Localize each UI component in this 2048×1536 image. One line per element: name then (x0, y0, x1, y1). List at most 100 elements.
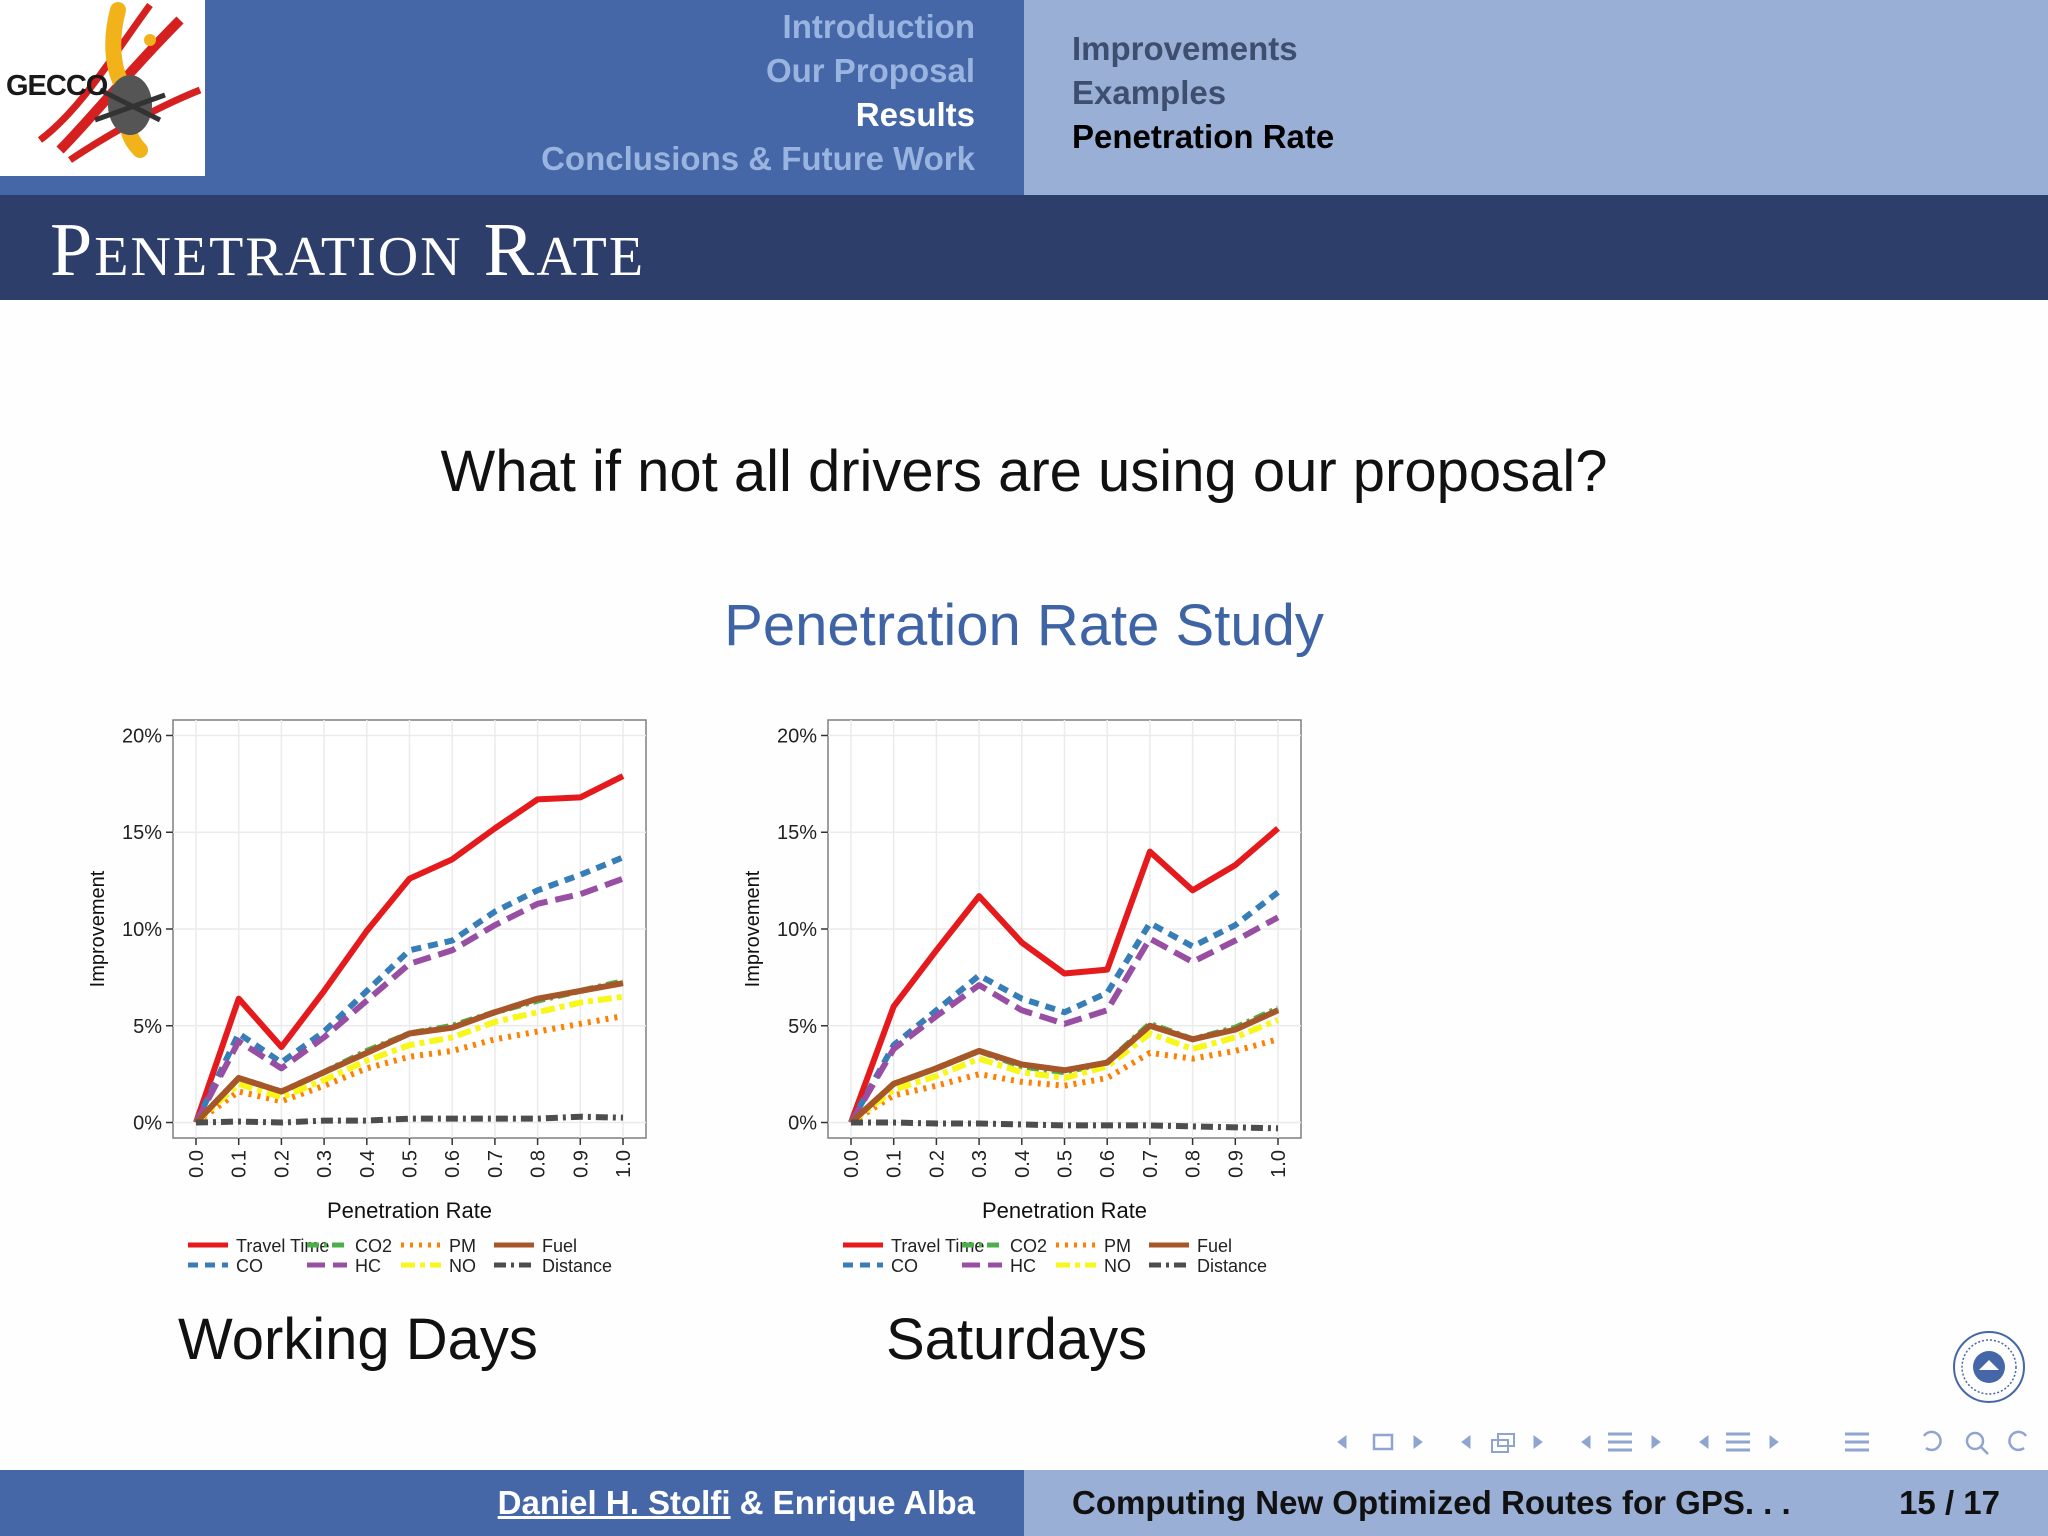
footer-author-link[interactable]: Daniel H. Stolfi (497, 1484, 731, 1521)
y-tick-label: 5% (133, 1016, 162, 1038)
legend-label: Travel Time (236, 1236, 329, 1256)
header-subsections-panel (1024, 0, 2048, 195)
university-seal-icon (1953, 1331, 2025, 1403)
legend-label: PM (449, 1236, 476, 1256)
title-rest-1: ENETRATION (94, 226, 463, 288)
beamer-navigation (1337, 1430, 2028, 1455)
y-axis-label: Improvement (742, 870, 764, 987)
legend-label: CO2 (1010, 1236, 1047, 1256)
x-tick-label: 0.1 (229, 1150, 251, 1178)
nav-section-our-proposal[interactable]: Our Proposal (765, 52, 975, 89)
nav-subsection-improvements[interactable]: Improvements (1072, 30, 1298, 67)
nav-subsection-examples[interactable]: Examples (1072, 74, 1227, 111)
x-tick-label: 0.5 (400, 1150, 422, 1178)
x-tick-label: 0.3 (969, 1150, 991, 1178)
gecco-logo-graphic (37, 2, 202, 163)
title-initial-r: R (483, 208, 537, 292)
series-line-co (848, 889, 1280, 1124)
legend-label: NO (449, 1256, 476, 1276)
x-tick-label: 0.2 (926, 1150, 948, 1178)
footer-page-number: 15 / 17 (1899, 1484, 2000, 1521)
y-tick-label: 10% (777, 919, 817, 941)
legend-label: HC (1010, 1256, 1036, 1276)
legend-label: Fuel (542, 1236, 577, 1256)
legend-label: CO2 (355, 1236, 392, 1256)
section-nav: Introduction Our Proposal Results Conclu… (0, 0, 975, 195)
footer-short-title: Computing New Optimized Routes for GPS. … (1072, 1484, 1791, 1521)
caption-working-days: Working Days (178, 1307, 538, 1372)
nav-document-controls[interactable] (1699, 1432, 1779, 1452)
y-tick-label: 5% (788, 1016, 817, 1038)
x-tick-label: 0.0 (186, 1150, 208, 1178)
y-tick-label: 15% (777, 822, 817, 844)
nav-search-icon[interactable] (1965, 1431, 1985, 1451)
nav-frame-controls[interactable] (1337, 1433, 1423, 1451)
series-line-distance (851, 1119, 1279, 1132)
series-line-co (193, 854, 625, 1124)
page-title: PENETRATION RATE (50, 208, 645, 299)
x-tick-label: 0.8 (528, 1150, 550, 1178)
x-tick-label: 1.0 (613, 1150, 635, 1178)
x-tick-label: 0.9 (570, 1150, 592, 1178)
x-tick-label: 0.7 (1140, 1150, 1162, 1178)
y-tick-label: 20% (122, 725, 162, 747)
legend-label: CO (891, 1256, 918, 1276)
x-tick-label: 0.6 (442, 1150, 464, 1178)
series-line-fuel (848, 1007, 1280, 1125)
x-tick-label: 0.4 (1012, 1150, 1034, 1178)
subsection-nav: Improvements Examples Penetration Rate (1072, 0, 1972, 195)
block-title: Penetration Rate Study (724, 593, 1324, 658)
x-tick-label: 0.3 (314, 1150, 336, 1178)
series-line-pm (194, 1013, 624, 1125)
y-tick-label: 0% (133, 1113, 162, 1135)
series-line-no (193, 993, 624, 1125)
x-tick-label: 0.4 (357, 1150, 379, 1178)
legend-label: CO (236, 1256, 263, 1276)
nav-subsection-controls[interactable] (1461, 1433, 1543, 1453)
nav-subsection-penetration-rate[interactable]: Penetration Rate (1072, 118, 1335, 155)
footer-title-panel (1024, 1470, 2048, 1536)
y-tick-label: 20% (777, 725, 817, 747)
chart-saturdays: 0% 5% 10% 15% 20% 0.0 0.1 0.2 0.3 0.4 0.5 0.6 0.7 0.8… (742, 719, 1302, 1276)
series-line-fuel (193, 980, 624, 1125)
x-axis-label: Penetration Rate (982, 1198, 1147, 1223)
legend-label: Distance (542, 1256, 612, 1276)
title-rest-2: ATE (536, 226, 646, 288)
series-line-distance (195, 1113, 624, 1126)
y-tick-label: 15% (122, 822, 162, 844)
x-tick-label: 0.1 (884, 1150, 906, 1178)
legend-label: Distance (1197, 1256, 1267, 1276)
nav-section-controls[interactable] (1581, 1432, 1661, 1452)
nav-section-conclusions[interactable]: Conclusions & Future Work (541, 140, 975, 177)
series-line-travel-time (848, 826, 1280, 1124)
x-tick-label: 1.0 (1268, 1150, 1290, 1178)
legend-label: Fuel (1197, 1236, 1232, 1256)
legend-label: PM (1104, 1236, 1131, 1256)
title-initial-p: P (50, 208, 95, 292)
footer-authors: Daniel H. Stolfi & Enrique Alba (498, 1484, 975, 1522)
nav-back-icon[interactable] (1922, 1430, 1942, 1452)
y-axis-label: Improvement (87, 870, 109, 987)
y-tick-label: 0% (788, 1113, 817, 1135)
logo-text: GECCO (6, 70, 108, 102)
nav-forward-icon[interactable] (2008, 1430, 2028, 1452)
x-tick-label: 0.5 (1055, 1150, 1077, 1178)
x-tick-label: 0.7 (485, 1150, 507, 1178)
nav-section-results[interactable]: Results (855, 96, 975, 133)
x-tick-label: 0.9 (1225, 1150, 1247, 1178)
chart-working-days: 0% 5% 10% 15% 20% 0.0 0.1 0.2 0.3 0.4 0.5 0.6 0.7 0.8… (87, 719, 647, 1276)
x-tick-label: 0.0 (841, 1150, 863, 1178)
footer-author-panel (0, 1470, 1024, 1536)
y-tick-label: 10% (122, 919, 162, 941)
x-tick-label: 0.8 (1183, 1150, 1205, 1178)
series-line-no (849, 1017, 1280, 1125)
series-line-hc (848, 914, 1280, 1125)
frame-title-bar (0, 195, 2048, 300)
legend-label: HC (355, 1256, 381, 1276)
nav-appendix-icon[interactable] (1845, 1432, 1869, 1452)
question-text: What if not all drivers are using our pr… (440, 439, 1608, 504)
x-tick-label: 0.6 (1097, 1150, 1119, 1178)
footer-author-rest: & Enrique Alba (730, 1484, 975, 1521)
nav-section-introduction[interactable]: Introduction (782, 8, 975, 45)
caption-saturdays: Saturdays (886, 1307, 1148, 1372)
